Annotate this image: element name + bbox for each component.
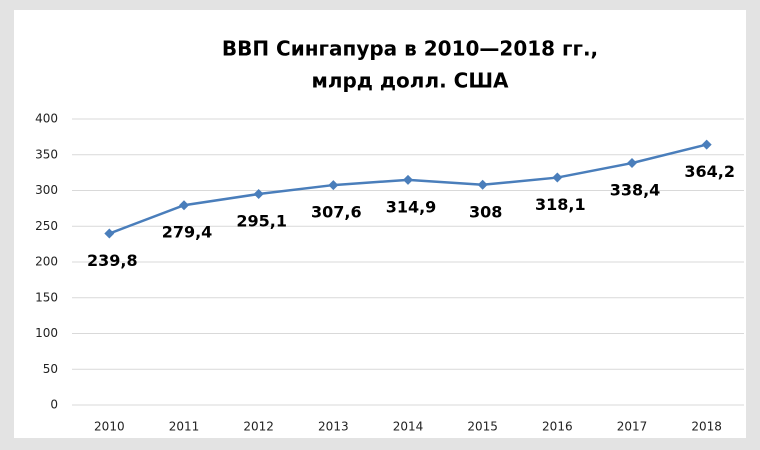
- y-tick-label: 150: [35, 290, 58, 304]
- value-label: 364,2: [684, 162, 735, 181]
- x-tick-label: 2015: [467, 420, 498, 434]
- value-label: 318,1: [535, 195, 586, 214]
- y-tick-label: 200: [35, 255, 58, 269]
- value-label: 338,4: [610, 181, 661, 200]
- x-tick-label: 2013: [318, 420, 349, 434]
- y-tick-label: 100: [35, 326, 58, 340]
- x-tick-label: 2011: [169, 420, 200, 434]
- value-label: 314,9: [386, 197, 437, 216]
- chart-title: млрд долл. США: [311, 69, 509, 93]
- value-label: 295,1: [236, 212, 287, 231]
- y-tick-label: 400: [35, 112, 58, 126]
- marker: [104, 228, 115, 239]
- chart-title: ВВП Сингапура в 2010—2018 гг.,: [222, 37, 598, 61]
- y-tick-label: 250: [35, 219, 58, 233]
- x-tick-label: 2014: [393, 420, 424, 434]
- x-tick-label: 2010: [94, 420, 125, 434]
- value-label: 239,8: [87, 251, 138, 270]
- x-tick-label: 2018: [691, 420, 722, 434]
- y-tick-label: 50: [43, 362, 58, 376]
- marker: [701, 139, 712, 150]
- value-label: 279,4: [162, 223, 213, 242]
- x-tick-label: 2016: [542, 420, 573, 434]
- marker: [328, 180, 339, 191]
- x-tick-label: 2017: [617, 420, 648, 434]
- marker: [253, 189, 264, 200]
- value-label: 308: [469, 202, 502, 221]
- marker: [403, 174, 413, 185]
- marker: [179, 200, 189, 211]
- y-tick-label: 350: [35, 147, 58, 161]
- y-tick-label: 0: [50, 398, 58, 412]
- marker: [627, 158, 637, 169]
- marker: [552, 172, 563, 183]
- value-label: 307,6: [311, 203, 362, 222]
- y-tick-label: 300: [35, 183, 58, 197]
- marker: [477, 179, 488, 190]
- x-tick-label: 2012: [243, 420, 274, 434]
